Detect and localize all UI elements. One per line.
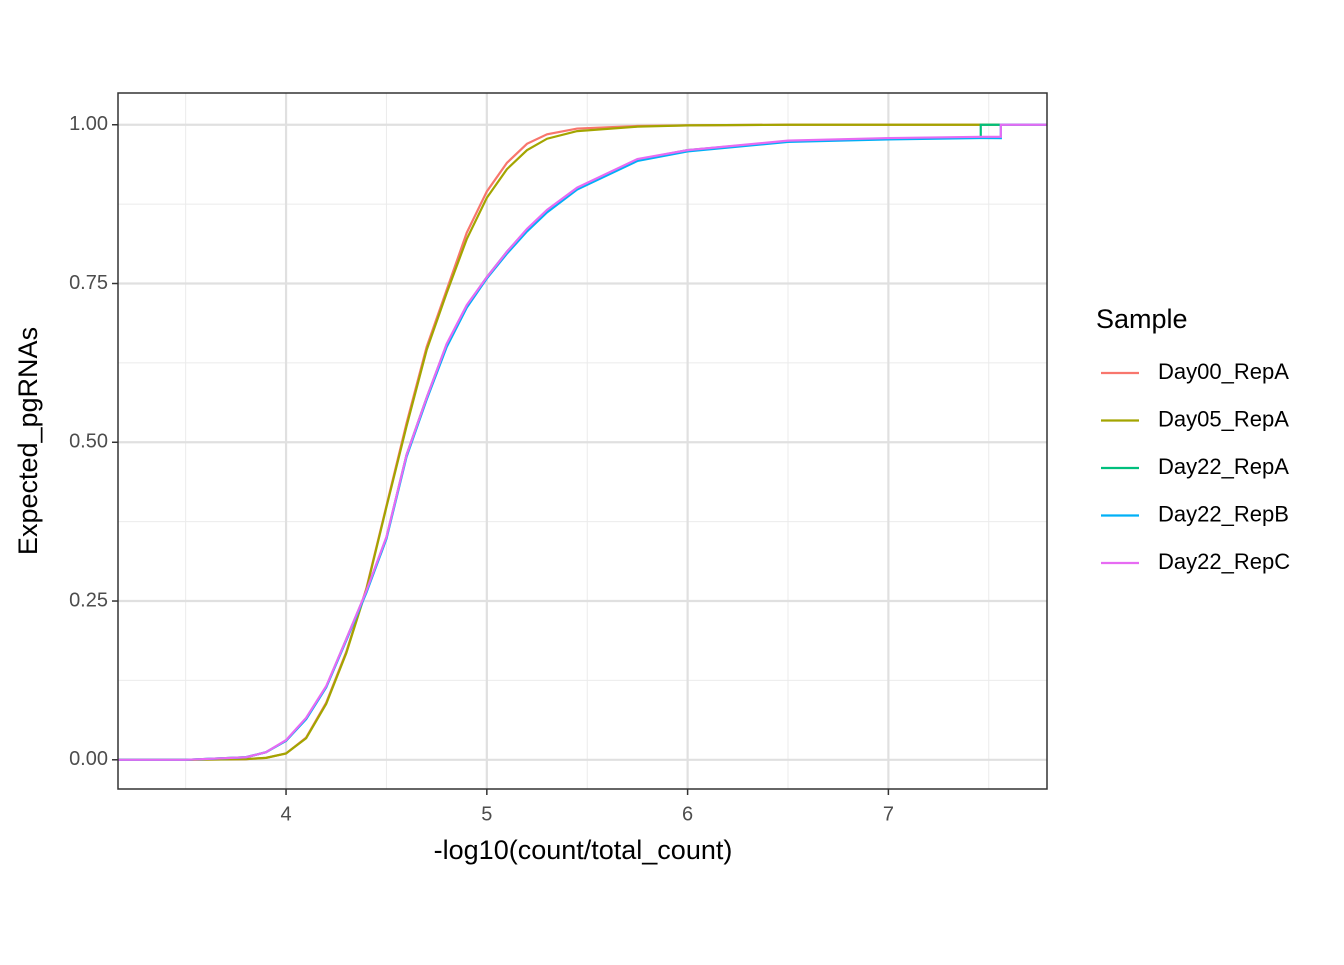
y-tick-label: 0.75 bbox=[69, 272, 108, 294]
plot-border bbox=[117, 92, 1048, 790]
x-tick-label: 4 bbox=[280, 803, 291, 825]
y-axis-label: Expected_pgRNAs bbox=[13, 327, 43, 555]
y-tick-label: 0.00 bbox=[69, 748, 108, 770]
x-tick-label: 5 bbox=[481, 803, 492, 825]
legend-label: Day00_RepA bbox=[1158, 359, 1289, 384]
y-tick-label: 1.00 bbox=[69, 113, 108, 135]
legend-title: Sample bbox=[1096, 304, 1188, 334]
series-line bbox=[118, 123, 1047, 761]
x-tick-label: 7 bbox=[883, 803, 894, 825]
x-axis-label: -log10(count/total_count) bbox=[434, 835, 733, 865]
legend-label: Day05_RepA bbox=[1158, 406, 1289, 431]
series-line bbox=[118, 123, 1047, 761]
legend-label: Day22_RepC bbox=[1158, 549, 1290, 574]
legend-label: Day22_RepB bbox=[1158, 501, 1289, 526]
x-tick-label: 6 bbox=[682, 803, 693, 825]
y-tick-label: 0.50 bbox=[69, 431, 108, 453]
legend-label: Day22_RepA bbox=[1158, 454, 1289, 479]
y-tick-label: 0.25 bbox=[69, 589, 108, 611]
